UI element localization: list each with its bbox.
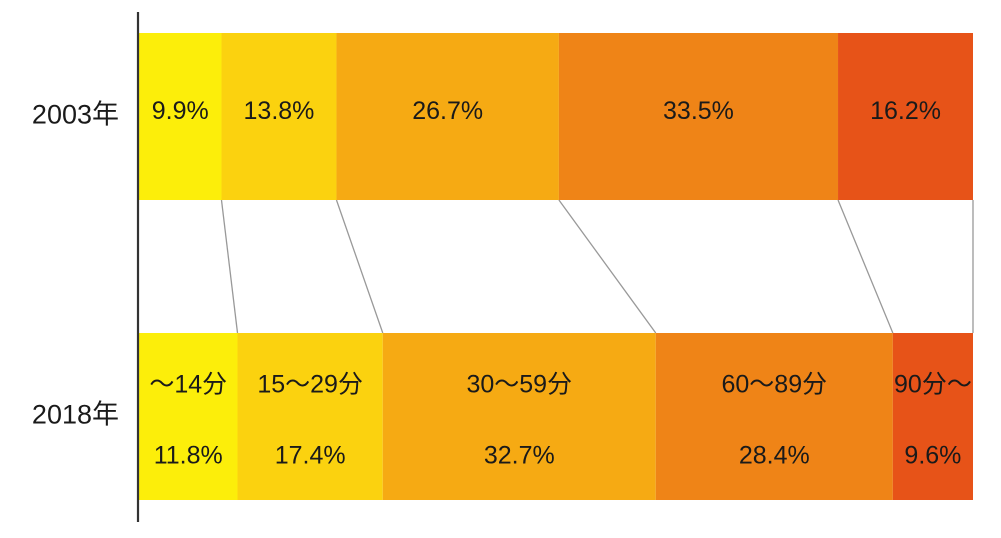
bar-segment-0-3	[558, 33, 839, 200]
bar-segment-1-4	[892, 333, 973, 500]
data-value-label: 32.7%	[484, 442, 555, 470]
data-value-label: 9.6%	[904, 442, 961, 470]
connector-lines	[220, 199, 974, 334]
data-value-label: 26.7%	[412, 97, 483, 125]
bar-segment-1-0	[139, 333, 238, 500]
bar-segment-0-4	[838, 33, 973, 200]
data-value-label: 33.5%	[663, 97, 734, 125]
segment-labels: 9.9% 13.8% 26.7% 33.5% 16.2% 〜14分 11.8% 15〜29分 1…	[149, 97, 971, 470]
bar-rows	[139, 33, 973, 500]
bar-segment-0-0	[139, 33, 222, 200]
series-name-label: 30〜59分	[466, 371, 572, 399]
series-name-label: 90分〜	[894, 371, 972, 399]
connector-line	[837, 199, 894, 334]
row-labels: 2003年 2018年	[32, 100, 119, 430]
data-value-label: 16.2%	[870, 97, 941, 125]
data-value-label: 17.4%	[275, 442, 346, 470]
row-label: 2003年	[32, 100, 119, 130]
bar-segment-0-1	[221, 33, 337, 200]
data-value-label: 11.8%	[154, 442, 223, 470]
bar-segment-1-1	[237, 333, 383, 500]
connector-line	[335, 199, 384, 334]
data-value-label: 13.8%	[244, 97, 315, 125]
bar-segment-1-2	[382, 333, 656, 500]
connector-line	[558, 199, 657, 334]
bar-segment-1-3	[655, 333, 893, 500]
data-value-label: 9.9%	[152, 97, 209, 125]
data-value-label: 28.4%	[739, 442, 810, 470]
connector-line	[220, 199, 239, 334]
row-label: 2018年	[32, 400, 119, 430]
series-name-label: 60〜89分	[721, 371, 827, 399]
series-name-label: 15〜29分	[257, 371, 363, 399]
bar-segment-0-2	[336, 33, 559, 200]
series-name-label: 〜14分	[149, 371, 227, 399]
